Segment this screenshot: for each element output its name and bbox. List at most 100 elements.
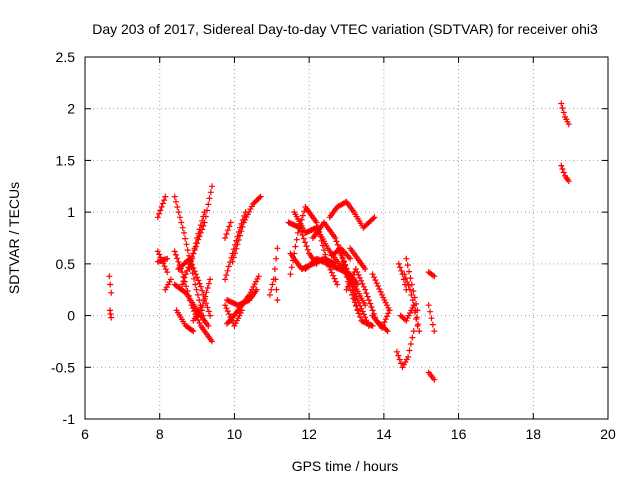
data-point xyxy=(274,245,281,252)
data-point xyxy=(401,271,408,278)
data-point xyxy=(364,293,371,300)
satellite-track xyxy=(339,260,376,329)
data-point xyxy=(405,353,412,360)
data-point xyxy=(177,214,183,221)
data-point xyxy=(299,212,306,219)
data-point xyxy=(199,217,206,224)
y-tick-label: -1 xyxy=(63,411,76,427)
data-point xyxy=(194,291,201,298)
data-point xyxy=(190,265,197,271)
data-point xyxy=(191,268,198,275)
data-point xyxy=(353,303,360,309)
data-point xyxy=(365,297,372,304)
data-point xyxy=(238,228,245,235)
data-point xyxy=(302,239,309,246)
data-point xyxy=(157,207,164,214)
satellite-track xyxy=(190,276,214,324)
data-point xyxy=(179,281,186,288)
data-point xyxy=(182,235,189,242)
data-point xyxy=(375,283,381,289)
satellite-track xyxy=(186,209,208,272)
data-point xyxy=(359,280,366,287)
data-point xyxy=(560,169,567,176)
data-point xyxy=(381,319,388,326)
data-point xyxy=(384,328,391,335)
data-point xyxy=(558,100,565,107)
data-point xyxy=(223,272,230,279)
data-point xyxy=(107,281,114,288)
data-point xyxy=(304,246,311,253)
data-point xyxy=(205,308,212,315)
data-point xyxy=(191,245,198,252)
data-point xyxy=(403,255,410,262)
data-point xyxy=(313,219,320,226)
data-point xyxy=(195,277,202,284)
data-point xyxy=(179,269,186,276)
data-point xyxy=(395,260,402,267)
data-point xyxy=(333,238,340,245)
data-points xyxy=(106,100,572,383)
data-point xyxy=(382,316,389,323)
data-point xyxy=(108,314,115,321)
data-point xyxy=(347,277,354,284)
data-point xyxy=(162,193,169,200)
data-point xyxy=(413,300,420,307)
data-point xyxy=(559,105,566,111)
data-point xyxy=(175,209,182,216)
data-point xyxy=(339,260,346,267)
data-point xyxy=(347,287,354,294)
data-point xyxy=(355,310,362,317)
data-point xyxy=(174,255,181,262)
data-point xyxy=(187,260,194,267)
data-point xyxy=(409,334,416,341)
data-point xyxy=(193,286,200,293)
data-point xyxy=(204,285,211,291)
data-point xyxy=(358,305,365,312)
data-point xyxy=(406,268,413,275)
data-point xyxy=(565,178,572,185)
data-point xyxy=(222,235,229,241)
data-point xyxy=(273,286,280,293)
y-tick-label: -0.5 xyxy=(51,359,75,375)
data-point xyxy=(558,162,565,169)
data-point xyxy=(565,121,572,128)
data-point xyxy=(158,204,165,210)
data-point xyxy=(357,314,364,320)
data-point xyxy=(368,304,375,310)
data-point xyxy=(256,194,263,201)
data-point xyxy=(384,313,390,320)
data-point xyxy=(363,290,370,297)
data-point xyxy=(232,250,239,257)
data-point xyxy=(266,291,273,298)
data-point xyxy=(253,286,260,293)
satellite-track xyxy=(425,302,438,335)
data-point xyxy=(229,258,236,265)
data-point xyxy=(257,193,264,200)
data-point xyxy=(192,240,199,247)
data-point xyxy=(332,235,339,241)
data-point xyxy=(209,338,215,345)
x-tick-label: 14 xyxy=(376,426,392,442)
data-point xyxy=(407,341,414,347)
data-point xyxy=(207,312,214,319)
data-point xyxy=(379,325,385,331)
data-point xyxy=(201,209,208,216)
data-point xyxy=(108,289,115,296)
data-point xyxy=(398,360,405,367)
satellite-track xyxy=(425,269,438,280)
data-point xyxy=(371,214,378,221)
data-point xyxy=(190,328,197,335)
data-point xyxy=(351,299,358,306)
data-point xyxy=(367,300,374,307)
data-point xyxy=(269,281,276,288)
satellite-track xyxy=(154,193,169,221)
chart-title: Day 203 of 2017, Sidereal Day-to-day VTE… xyxy=(92,21,598,37)
data-point xyxy=(184,247,191,254)
data-point xyxy=(180,278,187,285)
data-point xyxy=(227,219,234,226)
data-point xyxy=(410,328,417,335)
data-point xyxy=(303,243,310,250)
satellite-track xyxy=(173,307,197,335)
data-point xyxy=(362,286,369,293)
data-point xyxy=(179,224,186,231)
